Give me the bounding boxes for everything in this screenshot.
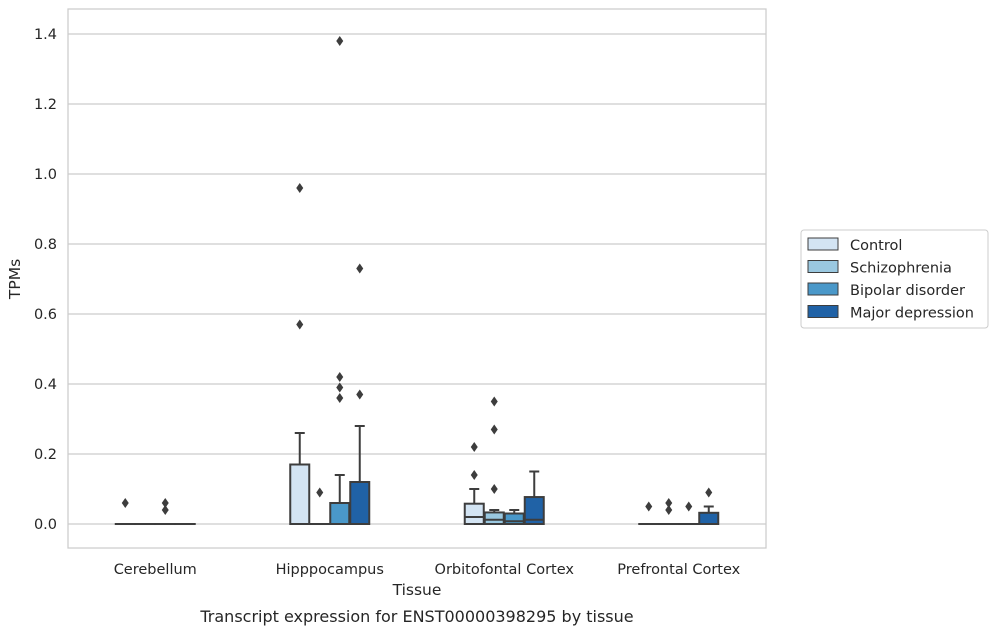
y-tick-labels: 0.0 0.2 0.4 0.6 0.8 1.0 1.2 1.4: [34, 27, 57, 533]
box-prefrontal-cortex-bipolar-disorder: [678, 501, 700, 526]
outlier-point: [705, 487, 713, 498]
outlier-point: [296, 319, 304, 330]
box-body: [503, 512, 525, 525]
y-tick-label: 0.8: [34, 237, 57, 253]
outlier-point: [296, 183, 304, 193]
x-tick-label: Orbitofontal Cortex: [435, 562, 575, 578]
y-tick-label: 0.0: [34, 517, 57, 533]
box-prefrontal-cortex-schizophrenia: [658, 498, 680, 526]
box-orbitofontal-cortex-bipolar-disorder: [503, 509, 525, 525]
outlier-point: [161, 498, 169, 508]
plot-area-frame: [67, 8, 767, 549]
x-tick-label: Hipppocampus: [276, 562, 384, 578]
outlier-point: [161, 505, 169, 515]
box-orbitofontal-cortex-major-depression: [523, 470, 545, 525]
outlier-point: [336, 36, 344, 46]
box-hipppocampus-bipolar-disorder: [329, 36, 351, 525]
y-axis-label: TPMs: [6, 259, 24, 300]
outlier-point: [490, 484, 498, 494]
outlier-point: [490, 424, 498, 435]
figure-caption: Transcript expression for ENST0000039829…: [199, 607, 633, 626]
y-tick-label: 0.4: [34, 377, 57, 393]
grid-lines: [68, 33, 766, 525]
legend-swatch: [807, 237, 839, 251]
box-body: [698, 511, 720, 525]
outlier-point: [336, 382, 344, 393]
outlier-point: [645, 501, 653, 512]
legend: Control Schizophrenia Bipolar disorder Majo…: [800, 229, 989, 329]
outlier-point: [336, 372, 344, 382]
box-hipppocampus-schizophrenia: [309, 487, 331, 526]
x-tick-label: Cerebellum: [114, 562, 197, 578]
box-hipppocampus-control: [289, 183, 311, 525]
y-tick-label: 1.2: [34, 97, 57, 113]
legend-swatch: [807, 305, 839, 318]
x-axis-label: Tissue: [392, 581, 442, 599]
y-tick-label: 1.4: [34, 27, 57, 43]
legend-swatch: [807, 282, 839, 296]
legend-label: Control: [850, 238, 902, 254]
box-prefrontal-cortex-major-depression: [698, 487, 720, 525]
box-cerebellum-control: [114, 498, 136, 526]
outlier-point: [336, 393, 344, 403]
y-tick-label: 1.0: [34, 167, 57, 183]
box-cerebellum-bipolar-disorder: [154, 498, 176, 526]
outlier-point: [356, 263, 364, 274]
outlier-point: [685, 501, 693, 512]
boxes: [114, 36, 720, 526]
box-prefrontal-cortex-control: [638, 501, 660, 526]
box-body: [289, 463, 311, 525]
outlier-point: [316, 487, 324, 498]
legend-swatch: [807, 260, 839, 273]
box-body: [483, 511, 505, 526]
box-hipppocampus-major-depression: [349, 263, 371, 525]
x-tick-label: Prefrontal Cortex: [617, 562, 740, 578]
y-tick-label: 0.2: [34, 447, 57, 463]
outlier-point: [665, 505, 673, 515]
outlier-point: [665, 498, 673, 508]
box-body: [463, 502, 485, 526]
legend-label: Schizophrenia: [850, 261, 952, 277]
box-orbitofontal-cortex-schizophrenia: [483, 396, 505, 526]
outlier-point: [490, 396, 498, 407]
outlier-point: [356, 389, 364, 400]
x-tick-labels: Cerebellum Hipppocampus Orbitofontal Corte…: [114, 562, 741, 578]
legend-label: Bipolar disorder: [850, 283, 965, 299]
box-body: [349, 481, 371, 525]
box-body: [329, 502, 351, 525]
outlier-point: [470, 470, 478, 480]
legend-frame: [800, 229, 989, 329]
outlier-point: [121, 498, 129, 508]
outlier-point: [470, 442, 478, 452]
box-body: [523, 496, 545, 525]
y-tick-label: 0.6: [34, 307, 57, 323]
legend-label: Major depression: [850, 306, 974, 322]
